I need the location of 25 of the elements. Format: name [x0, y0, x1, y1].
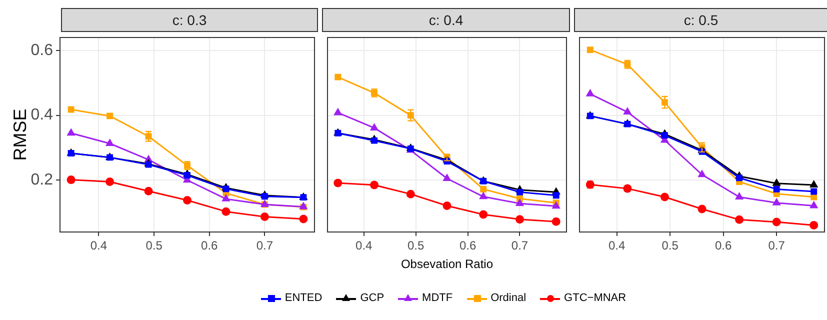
legend-label: GTC−MNAR: [564, 292, 626, 304]
chart-title: c: 0.3: [61, 8, 318, 32]
x-tick-label: 0.7: [256, 238, 274, 253]
x-tick-label: 0.6: [201, 238, 218, 253]
y-tick-label: 0.6: [30, 42, 54, 59]
x-tick-label: 0.5: [407, 238, 424, 253]
x-tick-label: 0.7: [511, 238, 528, 253]
x-axis-title: Obsevation Ratio: [400, 257, 494, 272]
x-tick-label: 0.5: [662, 238, 679, 253]
legend-label: GCP: [360, 292, 384, 304]
x-tick-label: 0.6: [714, 238, 732, 253]
y-tick-label: 0.4: [30, 106, 54, 124]
x-tick-label: 0.4: [90, 238, 108, 253]
x-tick-label: 0.4: [356, 238, 373, 253]
legend-label: MDTF: [422, 292, 453, 304]
x-tick-label: 0.4: [608, 238, 626, 253]
y-tick-label: 0.2: [30, 172, 54, 189]
chart-title: c: 0.4: [322, 8, 570, 32]
x-tick-label: 0.7: [768, 238, 786, 253]
legend-label: Ordinal: [490, 292, 526, 304]
legend-label: ENTED: [284, 292, 322, 304]
x-tick-label: 0.6: [459, 238, 476, 253]
chart-title: c: 0.5: [574, 8, 827, 32]
y-axis-title: RMSE: [10, 108, 30, 161]
x-tick-label: 0.5: [146, 238, 163, 253]
